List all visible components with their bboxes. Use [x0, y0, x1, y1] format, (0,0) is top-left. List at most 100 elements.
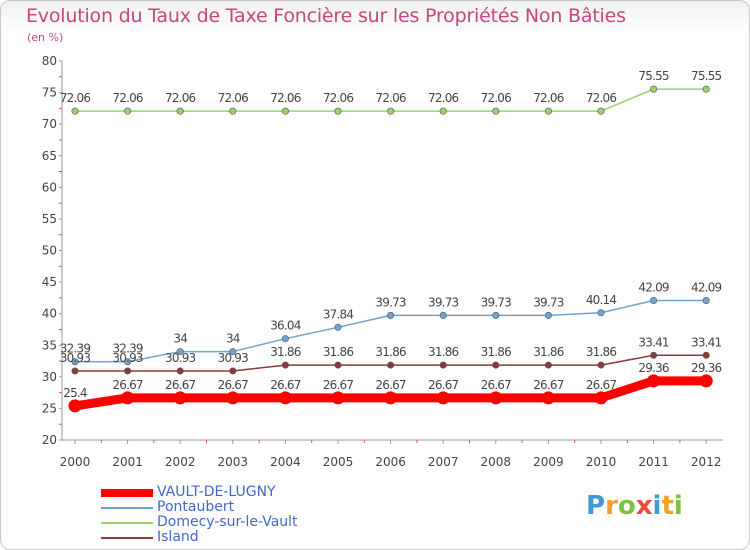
x-tick-label: 2009: [533, 455, 564, 469]
data-label: 72.06: [375, 91, 406, 105]
data-point: [71, 107, 79, 115]
data-label: 72.06: [323, 91, 354, 105]
data-point: [281, 335, 289, 343]
data-point: [597, 107, 605, 115]
legend-label: Island: [157, 529, 199, 545]
data-label: 32.39: [112, 342, 143, 356]
legend-item: Island: [101, 530, 298, 545]
y-tick-label: 20: [42, 433, 57, 447]
data-point: [387, 107, 395, 115]
data-point: [281, 361, 289, 369]
y-tick-label: 80: [42, 54, 57, 68]
data-label: 72.06: [60, 91, 91, 105]
y-tick-label: 70: [42, 117, 57, 131]
y-tick-label: 65: [42, 149, 57, 163]
data-label: 39.73: [375, 295, 406, 309]
data-label: 31.86: [428, 345, 459, 359]
data-label: 26.67: [270, 378, 301, 392]
data-point: [439, 311, 447, 319]
x-tick-label: 2012: [691, 455, 722, 469]
data-point: [489, 391, 503, 405]
x-tick-label: 2011: [638, 455, 669, 469]
data-point: [439, 361, 447, 369]
data-point: [124, 367, 132, 375]
data-point: [492, 107, 500, 115]
data-label: 34: [173, 332, 187, 346]
data-label: 26.67: [375, 378, 406, 392]
legend-label: Pontaubert: [157, 499, 235, 515]
data-label: 26.67: [586, 378, 617, 392]
data-point: [226, 391, 240, 405]
data-point: [544, 361, 552, 369]
data-point: [176, 348, 184, 356]
data-label: 29.36: [691, 361, 722, 375]
x-tick-label: 2003: [218, 455, 249, 469]
logo-letter: t: [661, 491, 674, 521]
y-tick-label: 75: [42, 86, 57, 100]
data-label: 33.41: [691, 335, 722, 349]
data-label: 26.67: [112, 378, 143, 392]
x-tick-label: 2002: [165, 455, 196, 469]
data-label: 42.09: [691, 280, 722, 294]
data-point: [124, 358, 132, 366]
data-point: [650, 85, 658, 93]
data-label: 33.41: [638, 335, 669, 349]
data-point: [597, 361, 605, 369]
data-point: [436, 391, 450, 405]
data-label: 31.86: [270, 345, 301, 359]
data-label: 75.55: [691, 69, 722, 83]
data-label: 39.73: [428, 295, 459, 309]
x-tick-label: 2006: [375, 455, 406, 469]
data-label: 32.39: [60, 342, 91, 356]
data-point: [647, 374, 661, 388]
data-point: [334, 107, 342, 115]
legend-swatch: [101, 506, 153, 509]
legend-item: Domecy-sur-le-Vault: [101, 515, 298, 530]
legend: VAULT-DE-LUGNY Pontaubert Domecy-sur-le-Va…: [101, 485, 298, 545]
data-label: 72.06: [112, 91, 143, 105]
data-label: 72.06: [533, 91, 564, 105]
x-tick-label: 2001: [112, 455, 143, 469]
logo-letter: P: [586, 491, 606, 521]
x-tick-label: 2004: [270, 455, 301, 469]
data-label: 72.06: [481, 91, 512, 105]
y-tick-label: 50: [42, 244, 57, 258]
series-points: [68, 85, 713, 413]
data-label: 30.93: [60, 351, 91, 365]
data-point: [387, 361, 395, 369]
data-label: 26.67: [165, 378, 196, 392]
data-point: [492, 361, 500, 369]
legend-label: VAULT-DE-LUGNY: [157, 484, 276, 500]
data-label: 31.86: [533, 345, 564, 359]
chart-title: Evolution du Taux de Taxe Foncière sur l…: [26, 5, 626, 27]
data-labels: 25.4 26.67 26.67 26.67 26.67 26.67 26.67 26.67 2…: [60, 69, 723, 400]
data-point: [699, 374, 713, 388]
data-label: 26.67: [481, 378, 512, 392]
x-tick-label: 2005: [323, 455, 354, 469]
data-point: [278, 391, 292, 405]
logo-letter: i: [673, 491, 683, 521]
data-point: [541, 391, 555, 405]
data-point: [702, 85, 710, 93]
data-label: 26.67: [218, 378, 249, 392]
data-label: 39.73: [533, 295, 564, 309]
legend-item: Pontaubert: [101, 500, 298, 515]
legend-item: VAULT-DE-LUGNY: [101, 485, 298, 500]
x-tick-label: 2010: [586, 455, 617, 469]
data-point: [439, 107, 447, 115]
data-point: [544, 107, 552, 115]
y-tick-label: 35: [42, 338, 57, 352]
legend-label: Domecy-sur-le-Vault: [157, 514, 298, 530]
logo-letter: x: [635, 491, 653, 521]
data-point: [176, 367, 184, 375]
legend-swatch: [101, 488, 153, 497]
data-point: [68, 399, 82, 413]
data-label: 31.86: [481, 345, 512, 359]
data-point: [650, 296, 658, 304]
data-point: [384, 391, 398, 405]
proxiti-logo: Proxiti: [586, 491, 683, 521]
logo-letter: o: [617, 491, 636, 521]
x-tick-label: 2008: [481, 455, 512, 469]
data-label: 72.06: [428, 91, 459, 105]
data-label: 26.67: [428, 378, 459, 392]
